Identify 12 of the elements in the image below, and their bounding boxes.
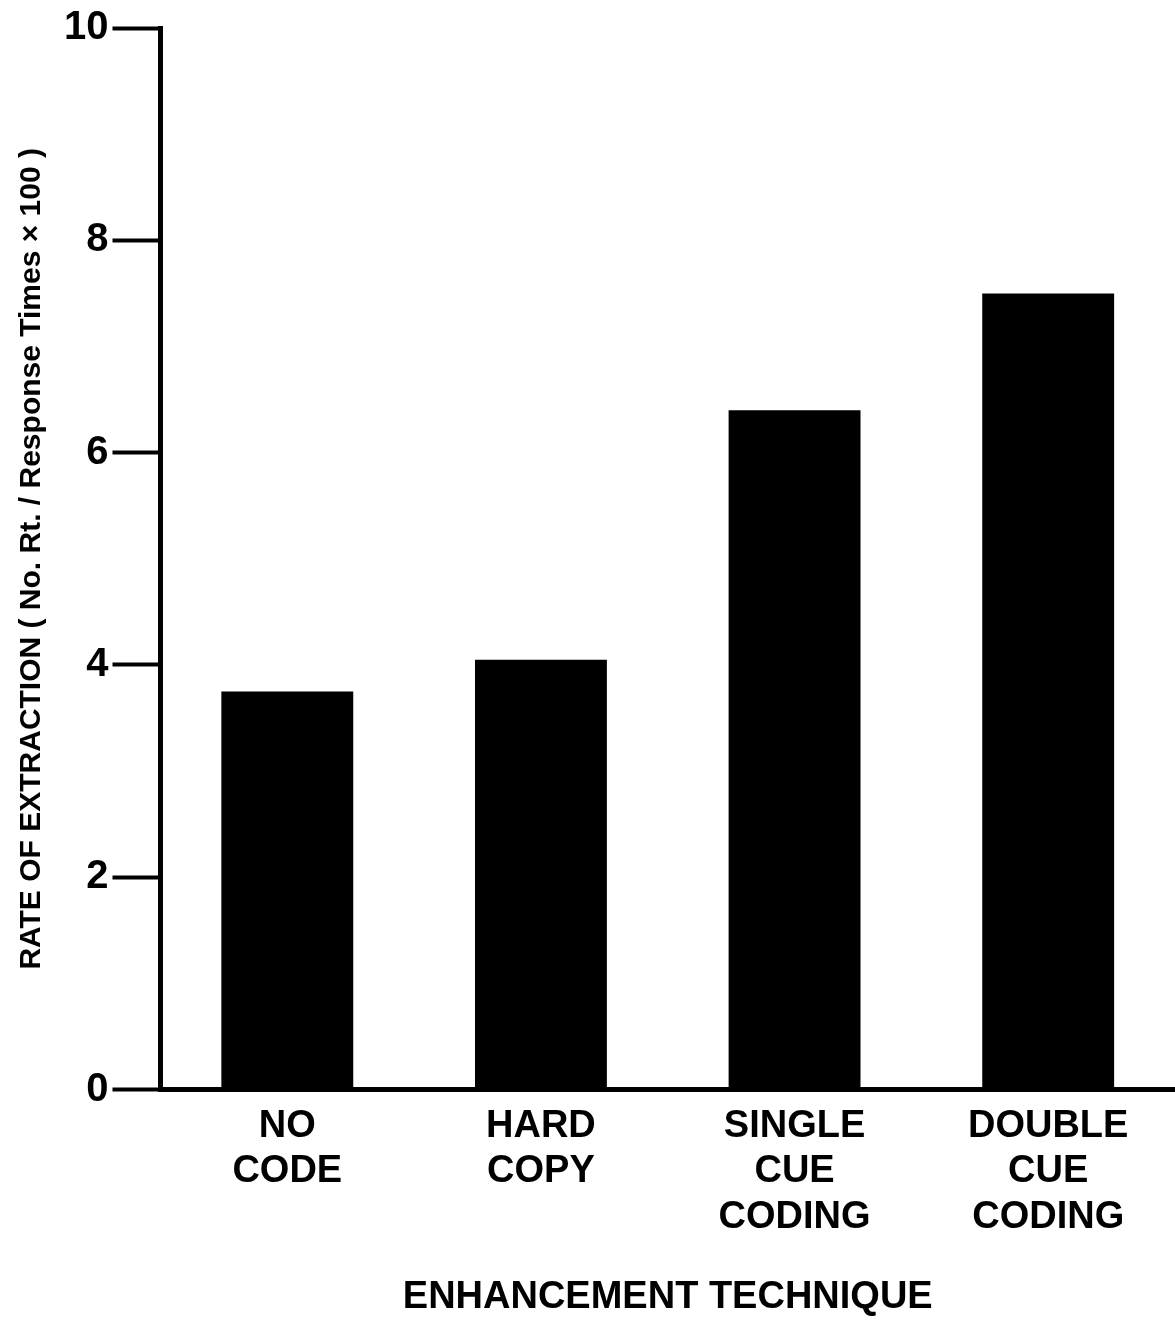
y-tick-label: 8 — [86, 215, 109, 260]
x-tick-label: SINGLE CUE CODING — [718, 1102, 871, 1237]
x-tick-label: DOUBLE CUE CODING — [967, 1102, 1129, 1237]
y-axis-title: RATE OF EXTRACTION ( No. Rt. / Response Times × 100 ) — [13, 148, 47, 970]
y-tick-label: 10 — [63, 3, 109, 48]
x-tick-label: NO CODE — [232, 1102, 343, 1191]
y-tick-label: 2 — [86, 852, 109, 897]
y-tick-label: 6 — [86, 427, 109, 472]
x-axis-title: ENHANCEMENT TECHNIQUE — [402, 1273, 933, 1316]
y-tick-label: 0 — [86, 1064, 109, 1109]
x-tick-label: HARD COPY — [486, 1102, 596, 1191]
y-tick-label: 4 — [86, 639, 110, 684]
